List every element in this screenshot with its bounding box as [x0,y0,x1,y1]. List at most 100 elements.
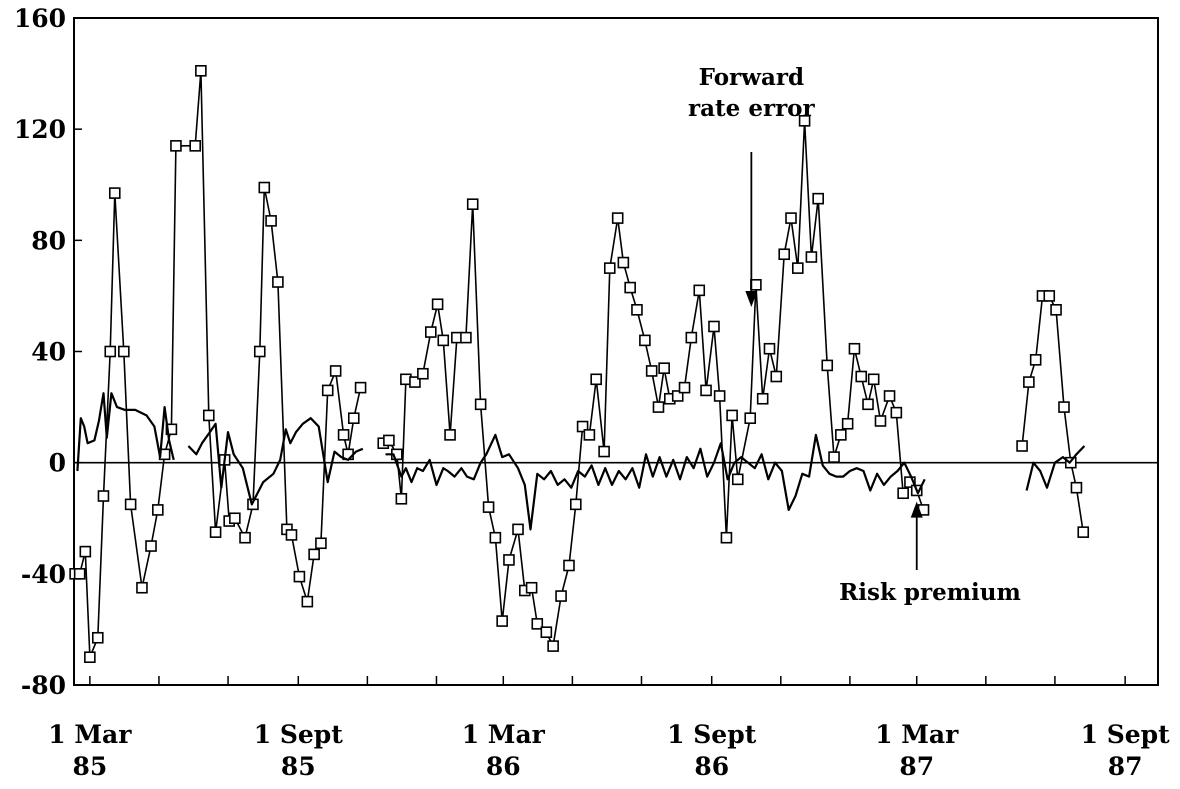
data-point-marker [409,376,421,388]
data-point-marker [1077,526,1090,538]
data-point-marker [329,365,342,377]
series-forward-rate-error [69,65,1090,664]
data-point-marker [437,334,450,347]
data-point-marker [555,590,567,602]
data-point-marker [265,215,277,227]
data-point-marker [631,304,643,316]
y-tick-label: 120 [14,115,66,144]
series-layer [69,65,1090,664]
data-point-marker [904,476,916,488]
data-point-marker [152,504,164,516]
data-point-marker [170,140,182,152]
y-tick-label: 160 [14,4,66,33]
data-point-marker [731,473,744,486]
data-point-marker [1070,481,1083,494]
data-point-marker [489,531,502,544]
data-point-marker [239,531,251,544]
data-point-marker [547,640,559,652]
x-tick-label: 1 Mar [875,720,959,749]
data-point-marker [293,570,306,583]
y-axis: -80 -40 0 40 80 120 160 [14,4,82,700]
data-point-marker [855,370,868,383]
data-point-marker [466,198,479,211]
data-point-marker [700,384,712,397]
data-point-marker [713,390,726,402]
data-point-marker [118,345,130,358]
data-point-marker [791,262,804,274]
x-tick-label: 87 [1108,752,1143,781]
x-tick-label: 1 Sept [667,720,757,749]
data-point-marker [474,398,487,411]
data-point-marker [576,420,589,433]
data-point-marker [104,345,117,358]
data-point-marker [726,409,738,422]
data-point-marker [583,429,596,441]
data-point-marker [512,523,524,536]
data-point-marker [778,248,791,261]
y-tick-label: -40 [21,560,66,589]
data-point-marker [835,429,847,441]
data-point-marker [253,345,266,358]
data-point-marker [671,390,684,402]
risk-premium-line [76,392,175,472]
data-point-marker [652,401,665,413]
data-point-marker [841,417,854,430]
data-point-marker [209,526,222,538]
data-point-marker [431,298,444,311]
data-point-marker [693,284,706,297]
data-point-marker [867,373,880,386]
data-point-marker [525,581,538,594]
data-point-marker [285,529,298,541]
data-point-marker [611,212,624,224]
data-point-marker [503,554,515,566]
data-point-marker [763,342,776,355]
data-point-marker [354,381,367,394]
data-point-marker [603,262,616,274]
annotation-label: Risk premium [839,579,1021,606]
series-risk-premium [76,392,1086,531]
data-point-marker [720,531,733,544]
annotation-label: Forward [699,64,804,91]
y-tick-label: 80 [31,226,66,255]
data-point-marker [124,498,137,511]
data-point-marker [1043,290,1056,302]
data-point-marker [136,581,148,594]
x-tick-label: 1 Mar [462,720,546,749]
y-tick-label: -80 [21,671,66,700]
data-point-marker [337,429,350,441]
data-point-marker [395,492,408,505]
data-point-marker [1050,304,1062,316]
data-point-marker [812,192,824,205]
risk-premium-line [1025,445,1086,491]
data-point-marker [598,445,610,458]
data-point-marker [624,281,636,294]
data-point-marker [229,512,241,525]
data-point-marker [321,384,334,397]
data-point-marker [301,595,314,608]
data-point-marker [569,498,582,511]
data-point-marker [165,423,178,436]
x-axis: 1 Mar 85 1 Sept 85 1 Mar 86 1 Sept 86 1 Mar 87 1 S… [48,676,1170,781]
annotation-label: rate error [688,95,815,122]
data-point-marker [590,373,602,386]
data-point-marker [417,367,429,380]
data-point-marker [91,631,104,644]
x-tick-label: 85 [72,752,107,781]
x-tick-label: 85 [281,752,316,781]
forward-rate-error-line [1021,295,1084,533]
data-point-marker [496,615,508,627]
data-point-marker [272,276,284,288]
data-point-marker [308,548,320,561]
annotation-arrowhead [745,291,758,308]
data-point-marker [828,451,840,463]
x-tick-label: 86 [694,752,729,781]
data-point-marker [315,537,327,550]
annotation-arrowhead [910,501,923,518]
data-point-marker [821,359,834,372]
data-point-marker [202,409,215,422]
data-point-marker [744,412,757,425]
x-tick-label: 1 Sept [254,720,344,749]
data-point-marker [756,392,769,405]
data-point-marker [482,501,495,513]
